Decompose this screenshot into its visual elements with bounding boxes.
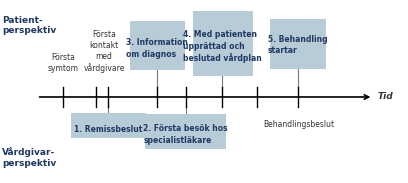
FancyBboxPatch shape — [71, 113, 146, 138]
FancyBboxPatch shape — [193, 11, 253, 76]
Text: Vårdgivar-
perspektiv: Vårdgivar- perspektiv — [2, 147, 56, 168]
FancyBboxPatch shape — [145, 114, 226, 149]
Text: Patient-
perspektiv: Patient- perspektiv — [2, 16, 56, 35]
Text: 4. Med patienten
upprättad och
beslutad vårdplan: 4. Med patienten upprättad och beslutad … — [183, 30, 262, 63]
Text: Tid: Tid — [377, 92, 393, 102]
Text: Första
kontakt
med
vårdgivare: Första kontakt med vårdgivare — [83, 29, 125, 73]
Text: 5. Behandling
startar: 5. Behandling startar — [268, 35, 328, 55]
FancyBboxPatch shape — [130, 21, 185, 70]
Text: Första
symtom: Första symtom — [48, 53, 79, 73]
FancyBboxPatch shape — [270, 19, 326, 69]
Text: 2. Första besök hos
specialistläkare: 2. Första besök hos specialistläkare — [143, 124, 228, 145]
Text: 1. Remissbeslut: 1. Remissbeslut — [74, 124, 142, 134]
Text: Behandlingsbeslut: Behandlingsbeslut — [263, 120, 334, 129]
Text: 3. Information
om diagnos: 3. Information om diagnos — [126, 38, 188, 59]
